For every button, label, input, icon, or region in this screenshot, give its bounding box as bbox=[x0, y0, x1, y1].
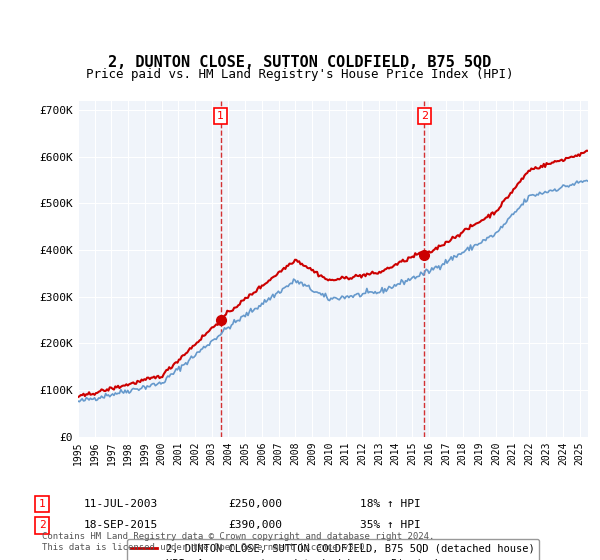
Text: Contains HM Land Registry data © Crown copyright and database right 2024.
This d: Contains HM Land Registry data © Crown c… bbox=[42, 532, 434, 552]
Text: 11-JUL-2003: 11-JUL-2003 bbox=[84, 499, 158, 509]
Text: Price paid vs. HM Land Registry's House Price Index (HPI): Price paid vs. HM Land Registry's House … bbox=[86, 68, 514, 81]
Text: 18% ↑ HPI: 18% ↑ HPI bbox=[360, 499, 421, 509]
Text: 1: 1 bbox=[217, 111, 224, 121]
Text: 2, DUNTON CLOSE, SUTTON COLDFIELD, B75 5QD: 2, DUNTON CLOSE, SUTTON COLDFIELD, B75 5… bbox=[109, 55, 491, 70]
Text: 35% ↑ HPI: 35% ↑ HPI bbox=[360, 520, 421, 530]
Text: 18-SEP-2015: 18-SEP-2015 bbox=[84, 520, 158, 530]
Text: £250,000: £250,000 bbox=[228, 499, 282, 509]
Text: 2: 2 bbox=[421, 111, 428, 121]
Legend: 2, DUNTON CLOSE, SUTTON COLDFIELD, B75 5QD (detached house), HPI: Average price,: 2, DUNTON CLOSE, SUTTON COLDFIELD, B75 5… bbox=[127, 539, 539, 560]
Text: 2: 2 bbox=[38, 520, 46, 530]
Text: £390,000: £390,000 bbox=[228, 520, 282, 530]
Text: 1: 1 bbox=[38, 499, 46, 509]
